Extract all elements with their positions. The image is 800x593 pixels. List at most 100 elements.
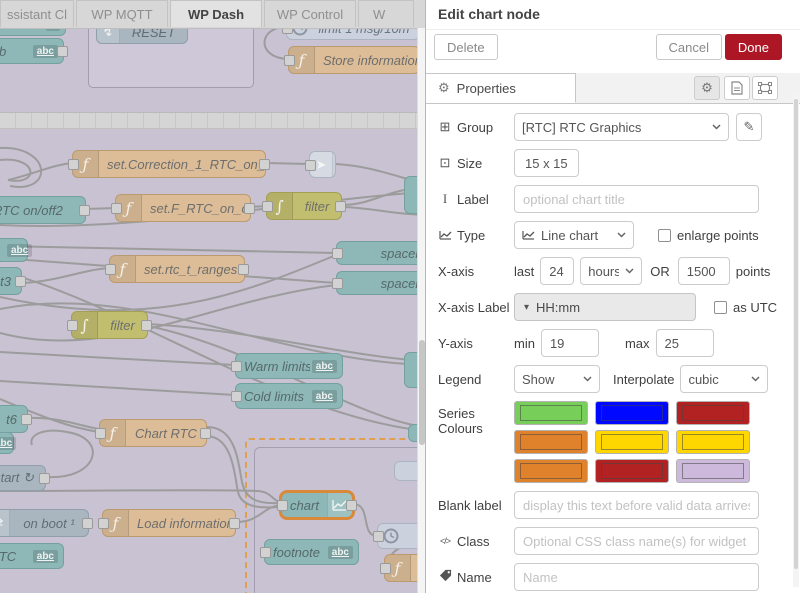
appearance-pane-button[interactable]	[752, 76, 778, 100]
flow-node-footnote[interactable]: footnoteabc	[264, 539, 359, 565]
label-input[interactable]	[514, 185, 759, 213]
series-colour-2-2[interactable]	[595, 430, 669, 454]
flow-node-t6[interactable]: t6	[0, 405, 28, 433]
node-label: Store information	[315, 53, 419, 68]
group-label: Group	[457, 120, 493, 135]
series-colour-1-3[interactable]	[676, 401, 750, 425]
flow-node-cold-limits[interactable]: Cold limitsabc	[235, 383, 343, 409]
interpolate-select[interactable]: cubic	[680, 365, 768, 393]
flow-node-ons-tab[interactable]: ons tababc	[0, 38, 64, 64]
delete-button[interactable]: Delete	[434, 34, 498, 60]
node-label: set.Correction_1_RTC_on_off	[99, 157, 265, 172]
series-colour-2-1[interactable]	[514, 430, 588, 454]
chevron-down-icon	[617, 232, 626, 238]
workspace-tab-wp-control[interactable]: WP Control	[264, 0, 356, 27]
chevron-down-icon	[583, 376, 592, 382]
yaxis-label: Y-axis	[438, 336, 473, 351]
code-icon: </>	[438, 536, 452, 546]
node-label: set.F_RTC_on_off2	[142, 201, 250, 216]
legend-select[interactable]: Show	[514, 365, 600, 393]
size-button[interactable]: 15 x 15	[514, 149, 579, 177]
xaxis-format-label: X-axis Label	[438, 300, 510, 315]
flow-node-load-information[interactable]: ƒLoad information	[102, 509, 236, 537]
flow-node-filter-1[interactable]: ∫filter	[266, 192, 342, 220]
flow-node-start[interactable]: start ↻	[0, 465, 46, 491]
edit-chart-node-dialog: Edit chart node Delete Cancel Done ⚙ Pro…	[425, 0, 800, 593]
flow-node-t3[interactable]: t3	[0, 267, 22, 295]
series-colour-3-2[interactable]	[595, 459, 669, 483]
class-input[interactable]	[514, 527, 759, 555]
workspace-tab-wp-dash[interactable]: WP Dash	[170, 0, 262, 27]
flow-node-chart-rtc[interactable]: ƒChart RTC	[99, 419, 207, 447]
as-utc-checkbox[interactable]	[714, 301, 727, 314]
yaxis-max-input[interactable]	[656, 329, 714, 357]
input-port	[260, 547, 271, 558]
series-colour-2-3[interactable]	[676, 430, 750, 454]
flow-node-store-information[interactable]: ƒStore information	[288, 46, 420, 74]
flow-node-rtc-on-off2[interactable]: RTC on/off2	[0, 196, 86, 224]
chevron-down-icon	[625, 268, 634, 274]
output-port	[57, 46, 68, 57]
series-colour-1-2[interactable]	[595, 401, 669, 425]
dialog-scrollbar-thumb[interactable]	[794, 99, 798, 569]
flow-node-set-correction-1-rtc-on-off[interactable]: ƒset.Correction_1_RTC_on_off	[72, 150, 266, 178]
xaxis-points-input[interactable]	[678, 257, 730, 285]
output-port	[15, 276, 26, 287]
cancel-button[interactable]: Cancel	[656, 34, 722, 60]
flow-node-on-boot[interactable]: ⇄on boot ¹	[0, 509, 89, 537]
series-colour-3-3[interactable]	[676, 459, 750, 483]
output-port	[335, 201, 346, 212]
node-label: filter	[98, 318, 147, 333]
xaxis-last-input[interactable]	[540, 257, 574, 285]
input-port	[373, 531, 384, 542]
workspace-tab-w[interactable]: W	[358, 0, 414, 27]
name-input[interactable]	[514, 563, 759, 591]
xaxis-unit-select[interactable]: hours	[580, 257, 642, 285]
series-colour-3-1[interactable]	[514, 459, 588, 483]
input-port	[67, 320, 78, 331]
group-select[interactable]: [RTC] RTC Graphics	[514, 113, 729, 141]
type-label: Type	[457, 228, 485, 243]
flow-node-abc-stub-1[interactable]: abc	[0, 238, 28, 262]
flow-node-ue-rtc[interactable]: ue RTCabc	[0, 543, 64, 569]
flow-node-abc-stub-2[interactable]: abc	[0, 432, 14, 454]
properties-pane-button[interactable]: ⚙	[694, 76, 720, 100]
series-colour-1-1[interactable]	[514, 401, 588, 425]
dialog-tab-bar: ⚙ Properties ⚙	[426, 73, 800, 104]
flow-node-spacer-1[interactable]: spacer 1x	[336, 241, 425, 265]
flow-node-chart[interactable]: chart	[281, 492, 353, 518]
node-badge: abc	[33, 550, 58, 563]
workspace-tab-ssistant-cl[interactable]: ssistant Cl	[0, 0, 74, 27]
node-label: on boot ¹	[10, 516, 88, 531]
flow-node-set-f-rtc-on-off2[interactable]: ƒset.F_RTC_on_off2	[115, 194, 251, 222]
workspace-tab-wp-mqtt[interactable]: WP MQTT	[76, 0, 168, 27]
xaxis-last-label: last	[514, 264, 534, 279]
blank-label-input[interactable]	[514, 491, 759, 519]
series-colours-label: Series Colours	[438, 406, 514, 436]
gear-icon: ⚙	[438, 80, 450, 96]
legend-label: Legend	[438, 372, 481, 387]
flow-node-filter-2[interactable]: ∫filter	[71, 311, 148, 339]
flow-node-spacer-2[interactable]: spacer 1x	[336, 271, 425, 295]
description-pane-button[interactable]	[724, 76, 750, 100]
edit-group-button[interactable]: ✎	[736, 113, 762, 141]
done-button[interactable]: Done	[725, 34, 782, 60]
type-select-value: Line chart	[541, 228, 611, 243]
flow-node-set-rtc-t-ranges[interactable]: ƒset.rtc_t_ranges	[109, 255, 245, 283]
output-port	[21, 414, 32, 425]
node-badge: abc	[312, 360, 337, 373]
yaxis-min-input[interactable]	[541, 329, 599, 357]
type-select[interactable]: Line chart	[514, 221, 634, 249]
xaxis-format-dropdown[interactable]: ▾ HH:mm	[514, 293, 696, 321]
input-port	[380, 563, 391, 574]
flow-node-warm-limits[interactable]: Warm limitsabc	[235, 353, 343, 379]
tab-properties[interactable]: ⚙ Properties	[426, 73, 576, 103]
legend-select-value: Show	[522, 372, 577, 387]
enlarge-points-checkbox[interactable]	[658, 229, 671, 242]
flow-canvas[interactable]: ttings tab≡ons tababc↯RESETlimit 1 msg/1…	[0, 0, 425, 593]
flow-node-link-out[interactable]: ➤	[309, 151, 336, 178]
xaxis-format-value: HH:mm	[536, 300, 580, 315]
enlarge-points-label: enlarge points	[677, 228, 759, 243]
dialog-scrollbar[interactable]	[793, 95, 799, 587]
canvas-scrollbar[interactable]	[417, 28, 425, 593]
